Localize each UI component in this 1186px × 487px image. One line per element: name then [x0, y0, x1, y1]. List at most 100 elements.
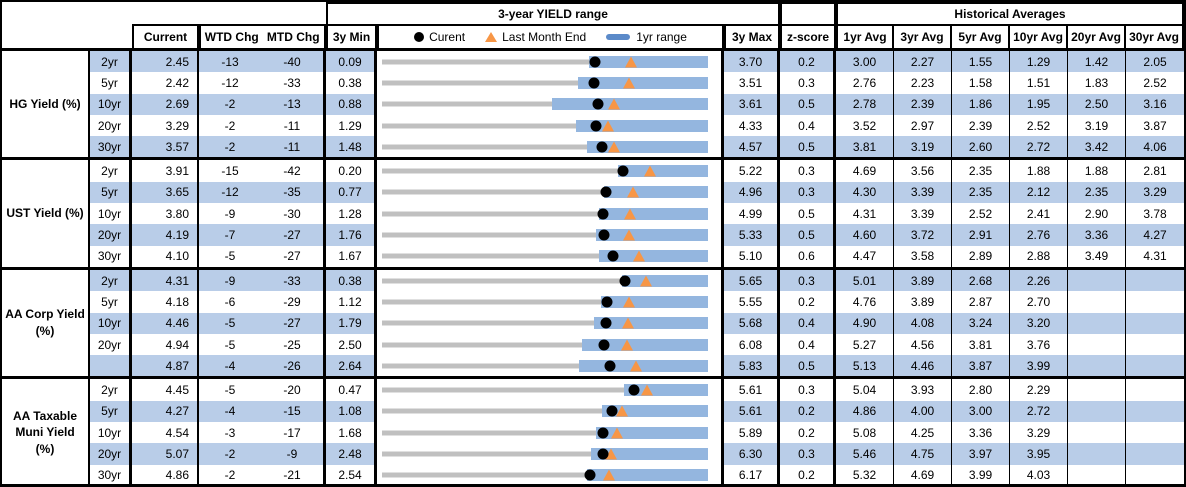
- legend-1yr-range-label: 1yr range: [636, 30, 687, 44]
- 3y-max-cell: 3.61: [724, 93, 780, 115]
- z-score-cell: 0.5: [780, 136, 836, 158]
- last-month-end-marker: [627, 186, 640, 198]
- current-cell: 4.86: [132, 464, 199, 484]
- avg-cell: 2.52: [1010, 114, 1068, 137]
- 3y-max-cell: 5.61: [724, 379, 780, 401]
- avg-cell: 3.39: [894, 181, 952, 204]
- section-label: HG Yield (%): [2, 51, 90, 158]
- one-year-range-bar: [579, 359, 708, 372]
- current-dot: [592, 98, 604, 110]
- column-header-3y-max: 3y Max: [724, 24, 780, 48]
- avg-cell: 3.16: [1126, 93, 1184, 115]
- range-chart-cell: [377, 400, 724, 423]
- avg-cell: 4.69: [894, 464, 952, 484]
- 3y-max-cell: 5.61: [724, 400, 780, 423]
- z-score-cell: 0.3: [780, 72, 836, 94]
- avg-cell: 5.08: [836, 422, 894, 444]
- range-plot: [382, 443, 708, 464]
- avg-cell: 2.05: [1126, 51, 1184, 73]
- current-dot: [589, 56, 601, 68]
- current-cell: 4.31: [132, 269, 199, 292]
- range-plot: [382, 313, 708, 334]
- avg-cell: 4.08: [894, 312, 952, 334]
- wtd-chg-cell: -12: [221, 185, 239, 200]
- avg-cell: 4.00: [894, 400, 952, 423]
- table-row: 4.87 -4 -26 2.64 5.83 0.5 5.13 4.46 3.87 3.99: [90, 355, 1184, 377]
- range-chart-cell: [377, 245, 724, 267]
- table-row: 20yr 5.07 -2 -9 2.48 6.30 0.3 5.46 4.75 3.97 3.95: [90, 443, 1184, 465]
- 3y-min-cell: 0.20: [326, 160, 377, 182]
- range-chart-cell: [377, 181, 724, 204]
- avg-cell: 4.75: [894, 443, 952, 465]
- section-rows: 2yr 4.45 -5 -20 0.47 5.61 0.3 5.04 3.93 2.80 2.29 5…: [90, 379, 1184, 484]
- changes-cell: -12 -35: [199, 181, 326, 204]
- table-row: 5yr 4.27 -4 -15 1.08 5.61 0.2 4.86 4.00 3.00 2.72: [90, 400, 1184, 423]
- one-year-range-bar: [586, 469, 708, 482]
- section-label-line: AA Taxable: [12, 408, 78, 423]
- avg-cell: 5.32: [836, 464, 894, 484]
- column-header-10yr-avg: 10yr Avg: [1010, 24, 1068, 48]
- range-chart-cell: [377, 269, 724, 292]
- last-month-end-marker: [644, 165, 657, 177]
- mtd-chg-cell: -35: [283, 185, 301, 200]
- avg-cell: 4.27: [1126, 224, 1184, 246]
- range-chart-cell: [377, 136, 724, 158]
- wtd-chg-cell: -5: [224, 337, 236, 352]
- avg-cell: 3.29: [1010, 422, 1068, 444]
- three-year-range-track: [382, 101, 708, 107]
- z-score-cell: 0.2: [780, 291, 836, 313]
- avg-cell: 4.69: [836, 160, 894, 182]
- avg-cell: 3.89: [894, 269, 952, 292]
- current-cell: 2.69: [132, 93, 199, 115]
- wtd-chg-cell: -4: [224, 358, 236, 373]
- avg-cell: 2.39: [894, 93, 952, 115]
- changes-cell: -4 -15: [199, 400, 326, 423]
- mtd-chg-cell: -33: [283, 75, 301, 90]
- avg-cell: 2.39: [952, 114, 1010, 137]
- range-chart-cell: [377, 333, 724, 356]
- three-year-range-track: [382, 278, 708, 284]
- tenor-cell: 30yr: [90, 464, 132, 484]
- tenor-cell: 5yr: [90, 72, 132, 94]
- changes-cell: -7 -27: [199, 224, 326, 246]
- last-month-end-marker: [603, 469, 616, 481]
- section: AA Corp Yield (%) 2yr 4.31 -9 -33 0.38 5.65 0.3 5…: [2, 266, 1184, 377]
- section-rows: 2yr 2.45 -13 -40 0.09 3.70 0.2 3.00 2.27 1.55 1.29…: [90, 51, 1184, 158]
- z-score-cell: 0.3: [780, 379, 836, 401]
- mtd-chg-cell: -40: [283, 54, 301, 69]
- changes-cell: -2 -13: [199, 93, 326, 115]
- avg-cell: 2.72: [1010, 136, 1068, 158]
- table-row: 5yr 4.18 -6 -29 1.12 5.55 0.2 4.76 3.89 2.87 2.70: [90, 291, 1184, 313]
- column-header-3yr-avg: 3yr Avg: [894, 24, 952, 48]
- table-row: 2yr 4.31 -9 -33 0.38 5.65 0.3 5.01 3.89 2.68 2.26: [90, 269, 1184, 292]
- tenor-cell: 2yr: [90, 160, 132, 182]
- one-year-range-bar: [577, 76, 708, 89]
- avg-cell: 1.51: [1010, 72, 1068, 94]
- historical-averages-title: Historical Averages: [836, 2, 1184, 24]
- mtd-chg-cell: -13: [283, 97, 301, 112]
- avg-cell: [1068, 443, 1126, 465]
- wtd-chg-cell: -4: [224, 404, 236, 419]
- 3y-min-cell: 2.50: [326, 333, 377, 356]
- avg-cell: [1068, 379, 1126, 401]
- last-month-end-marker: [639, 275, 652, 287]
- chart-legend: Curent Last Month End 1yr range: [377, 24, 724, 48]
- avg-cell: 1.86: [952, 93, 1010, 115]
- section-label-line: HG Yield (%): [9, 96, 81, 111]
- range-chart-cell: [377, 291, 724, 313]
- avg-cell: 1.83: [1068, 72, 1126, 94]
- current-cell: 4.54: [132, 422, 199, 444]
- current-dot: [628, 384, 640, 396]
- avg-cell: 2.90: [1068, 203, 1126, 225]
- three-year-range-track: [382, 59, 708, 65]
- table-row: 20yr 4.19 -7 -27 1.76 5.33 0.5 4.60 3.72 2.91 2.76…: [90, 224, 1184, 246]
- section: UST Yield (%) 2yr 3.91 -15 -42 0.20 5.22 0.3 4.6…: [2, 157, 1184, 267]
- mtd-chg-cell: -26: [283, 358, 301, 373]
- three-year-range-track: [382, 211, 708, 217]
- range-plot: [382, 224, 708, 245]
- avg-cell: [1126, 400, 1184, 423]
- three-year-range-track: [382, 342, 708, 347]
- one-year-range-bar-icon: [606, 34, 631, 40]
- section-label: AA Corp Yield (%): [2, 269, 90, 377]
- three-year-range-track: [382, 472, 708, 478]
